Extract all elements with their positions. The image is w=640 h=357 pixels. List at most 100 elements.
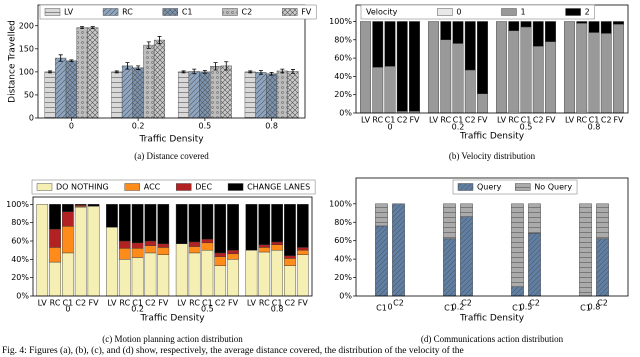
bar-label: RC [50, 299, 61, 308]
bar-label: LV [429, 116, 439, 125]
bar-segment [214, 204, 227, 254]
bar-segment [201, 204, 214, 240]
y-axis-label: Distance Travelled [8, 20, 18, 103]
bar-segment [214, 265, 227, 297]
legend-box [360, 4, 595, 20]
bar [132, 67, 144, 119]
bar-segment [271, 249, 283, 297]
bar-segment [87, 204, 100, 207]
bar-segment [443, 238, 456, 297]
bar-segment [106, 227, 118, 297]
bar-segment [175, 204, 188, 244]
y-tick-label: 100% [6, 200, 29, 209]
bar-segment [284, 204, 296, 256]
y-tick-label: 80% [11, 218, 29, 227]
bar-label: RC [259, 299, 270, 308]
group-label: 0 [65, 305, 70, 314]
x-tick-label: 0.5 [199, 122, 212, 131]
group-label: 0.8 [588, 123, 601, 132]
bar-segment [396, 21, 408, 112]
bar-segment [227, 259, 239, 297]
panel-caption: (c) Motion planning action distribution [102, 334, 243, 344]
bar-segment [131, 248, 144, 258]
bar-segment [545, 21, 556, 42]
bar-label: RC [440, 116, 451, 125]
bar-segment [131, 242, 144, 249]
bar-label: RC [119, 299, 130, 308]
axes-frame [32, 196, 313, 297]
bar [153, 39, 166, 119]
bar-segment [564, 21, 575, 114]
y-tick-label: 20% [334, 90, 352, 99]
legend-label: 1 [520, 8, 525, 17]
group-label: 0.5 [201, 305, 214, 314]
bar-label: C1 [444, 304, 455, 313]
bar-label: C1 [521, 116, 532, 125]
bar-label: C1 [202, 299, 213, 308]
error-bar [258, 70, 263, 75]
error-bar [248, 70, 253, 74]
bar-segment [258, 251, 271, 297]
bar-segment [62, 252, 74, 297]
bar-segment [245, 204, 258, 251]
error-bar [80, 26, 85, 29]
bar-segment [74, 206, 87, 297]
legend: LV RC C1 C2 FV [39, 4, 317, 20]
bar-segment [245, 249, 258, 297]
bar-label: FV [158, 299, 169, 308]
axes-frame [355, 177, 629, 297]
bar-segment [576, 21, 588, 24]
bar-segment [360, 21, 371, 114]
bar-segment [532, 45, 544, 114]
x-axis-label: Traffic Density [139, 314, 205, 324]
bar-segment [477, 21, 488, 94]
bar-segment [118, 240, 131, 249]
bar-segment [464, 21, 476, 71]
error-bar [146, 41, 151, 49]
bar-label: LV [565, 116, 575, 125]
bar-segment [62, 211, 74, 227]
y-tick-label: 100% [329, 17, 352, 26]
legend: Query No Query [452, 179, 578, 195]
bar-segment [144, 240, 157, 246]
bar [111, 71, 123, 119]
error-bar [192, 68, 197, 75]
legend-label: LV [64, 8, 74, 17]
bar [244, 71, 256, 119]
legend-swatch [227, 183, 244, 191]
bar-label: C1 [132, 299, 143, 308]
bar-segment [157, 204, 170, 244]
x-tick-label: 0 [69, 122, 74, 131]
group-label: 0.2 [452, 123, 465, 132]
bar-segment [201, 242, 214, 251]
bar [255, 72, 267, 119]
bar-segment [460, 216, 473, 297]
bar-segment [440, 21, 452, 40]
error-bar [181, 70, 186, 74]
bar-segment [118, 248, 131, 260]
bar-label: LV [177, 299, 187, 308]
bar-segment [131, 204, 144, 244]
bar-label: C1 [385, 116, 396, 125]
legend-label: CHANGE LANES [247, 183, 310, 192]
bar-segment [508, 21, 520, 31]
error-bar [114, 70, 119, 74]
bar-segment [271, 204, 283, 243]
bar-segment [372, 21, 384, 68]
bar-segment [258, 204, 271, 245]
x-axis-label: Traffic Density [138, 135, 204, 145]
bar-segment [258, 247, 271, 253]
legend-label: No Query [534, 183, 572, 192]
bar-label: C1 [272, 299, 283, 308]
legend-box [452, 179, 578, 195]
bar-segment [596, 203, 609, 240]
bar-segment [296, 254, 309, 297]
y-tick-label: 0 [29, 114, 34, 123]
bar-segment [520, 26, 532, 114]
legend-swatch [457, 183, 474, 191]
bar-segment [62, 226, 74, 254]
bar-segment [49, 204, 61, 230]
legend-label: DEC [195, 183, 212, 192]
bar-segment [201, 249, 214, 297]
